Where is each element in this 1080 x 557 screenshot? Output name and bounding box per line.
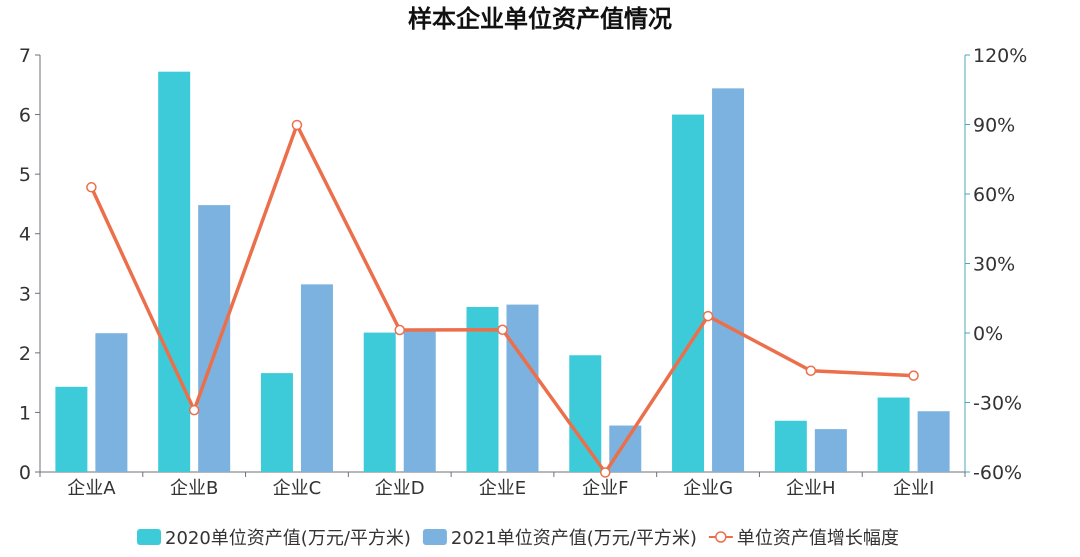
y-left-tick-label: 2 — [19, 343, 31, 365]
bar-2020 — [774, 420, 807, 472]
bar-2020 — [877, 397, 910, 472]
y-left-tick-label: 6 — [19, 105, 31, 127]
bar-2020 — [672, 114, 705, 473]
growth-point — [805, 365, 817, 377]
growth-point — [908, 370, 919, 381]
x-tick-label: 企业E — [479, 478, 526, 499]
y-left-tick-label: 3 — [19, 283, 31, 305]
bar-2021 — [506, 304, 539, 472]
y-left-tick-label: 0 — [19, 462, 31, 484]
bar-2020 — [363, 332, 396, 472]
growth-point — [497, 324, 508, 336]
x-tick-label: 企业I — [893, 478, 934, 499]
bar-2020 — [569, 355, 602, 472]
y-left-tick-label: 5 — [19, 164, 31, 186]
y-right-tick-label: -60% — [973, 462, 1022, 484]
growth-point — [86, 182, 97, 193]
x-tick-label: 企业B — [170, 478, 218, 499]
bar-2021 — [712, 88, 745, 473]
bar-2020 — [158, 71, 191, 473]
bar-2021 — [198, 205, 231, 472]
x-tick-label: 企业A — [67, 478, 116, 499]
x-tick-label: 企业C — [273, 478, 322, 499]
growth-point — [600, 467, 611, 478]
y-right-tick-label: 30% — [973, 254, 1015, 276]
growth-point — [702, 310, 714, 322]
y-left-tick-label: 4 — [19, 224, 31, 246]
legend-label[interactable]: 2021单位资产值(万元/平方米) — [451, 528, 697, 549]
legend-swatch[interactable] — [137, 529, 161, 545]
bar-2020 — [55, 386, 88, 472]
legend-label[interactable]: 单位资产值增长幅度 — [737, 528, 899, 549]
y-left-tick-label: 1 — [19, 402, 31, 424]
bar-2021 — [609, 425, 642, 472]
x-tick-label: 企业H — [786, 478, 836, 499]
y-right-tick-label: -30% — [973, 393, 1022, 415]
y-right-tick-label: 90% — [973, 115, 1015, 137]
y-right-tick-label: 60% — [973, 184, 1015, 206]
bar-2021 — [95, 333, 128, 472]
y-left-tick-label: 7 — [19, 45, 31, 67]
growth-point — [291, 119, 303, 131]
growth-point — [188, 404, 200, 416]
bar-2021 — [917, 411, 950, 472]
y-right-tick-label: 0% — [973, 323, 1003, 345]
growth-point — [394, 324, 405, 336]
bar-2021 — [300, 284, 333, 472]
chart-title: 样本企业单位资产值情况 — [408, 5, 672, 33]
legend-label[interactable]: 2020单位资产值(万元/平方米) — [165, 528, 411, 549]
x-tick-label: 企业F — [582, 478, 628, 499]
x-tick-label: 企业D — [375, 478, 425, 499]
bar-2020 — [466, 306, 499, 472]
bar-2021 — [814, 429, 847, 472]
legend-swatch[interactable] — [422, 529, 447, 545]
bar-2020 — [260, 373, 293, 472]
x-tick-label: 企业G — [683, 478, 733, 499]
legend-swatch-marker[interactable] — [715, 531, 727, 543]
y-right-tick-label: 120% — [973, 45, 1027, 67]
bar-2021 — [403, 330, 436, 472]
